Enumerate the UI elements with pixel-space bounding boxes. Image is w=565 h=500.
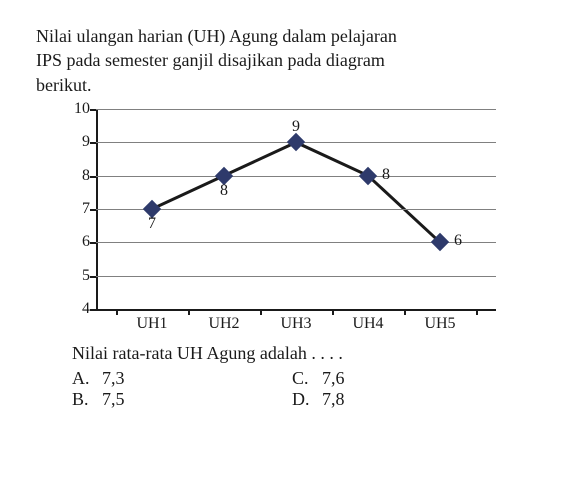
y-tick-mark [90, 276, 96, 278]
data-label: 9 [292, 118, 300, 136]
data-label: 8 [382, 166, 390, 184]
question-text: Nilai rata-rata UH Agung adalah . . . . [72, 343, 529, 364]
option-text: 7,5 [102, 389, 125, 410]
x-tick-label: UH5 [424, 315, 455, 333]
gridline [96, 109, 496, 110]
y-tick-mark [90, 309, 96, 311]
y-tick-mark [90, 242, 96, 244]
y-tick-mark [90, 142, 96, 144]
data-label: 7 [148, 215, 156, 233]
option-d: D. 7,8 [292, 389, 512, 410]
answer-options: A. 7,3 C. 7,6 B. 7,5 D. 7,8 [72, 368, 529, 410]
y-tick-label: 9 [60, 133, 90, 151]
x-tick-label: UH1 [136, 315, 167, 333]
x-tick-label: UH3 [280, 315, 311, 333]
option-c: C. 7,6 [292, 368, 512, 389]
x-tick-mark [404, 309, 406, 315]
x-tick-mark [116, 309, 118, 315]
option-text: 7,8 [322, 389, 345, 410]
series-line [152, 142, 440, 242]
option-letter: B. [72, 389, 102, 410]
x-tick-mark [260, 309, 262, 315]
plot-area: 7 8 9 8 6 [96, 109, 496, 309]
x-tick-label: UH4 [352, 315, 383, 333]
option-a: A. 7,3 [72, 368, 292, 389]
option-text: 7,6 [322, 368, 345, 389]
x-axis [96, 309, 496, 311]
data-label: 6 [454, 232, 462, 250]
y-tick-label: 6 [60, 233, 90, 251]
gridline [96, 176, 496, 177]
y-tick-label: 10 [60, 100, 90, 118]
option-text: 7,3 [102, 368, 125, 389]
option-letter: C. [292, 368, 322, 389]
x-tick-label: UH2 [208, 315, 239, 333]
y-tick-mark [90, 176, 96, 178]
y-tick-label: 4 [60, 300, 90, 318]
option-b: B. 7,5 [72, 389, 292, 410]
intro-line: Nilai ulangan harian (UH) Agung dalam pe… [36, 24, 529, 48]
gridline [96, 276, 496, 277]
option-letter: D. [292, 389, 322, 410]
intro-line: IPS pada semester ganjil disajikan pada … [36, 48, 529, 72]
y-tick-label: 5 [60, 267, 90, 285]
y-tick-label: 7 [60, 200, 90, 218]
y-tick-mark [90, 109, 96, 111]
data-label: 8 [220, 182, 228, 200]
option-letter: A. [72, 368, 102, 389]
intro-line: berikut. [36, 73, 529, 97]
y-tick-mark [90, 209, 96, 211]
question-intro: Nilai ulangan harian (UH) Agung dalam pe… [36, 24, 529, 97]
x-tick-mark [476, 309, 478, 315]
y-tick-label: 8 [60, 167, 90, 185]
x-tick-mark [188, 309, 190, 315]
line-chart: 78986 45678910UH1UH2UH3UH4UH5 [60, 109, 500, 329]
x-tick-mark [332, 309, 334, 315]
